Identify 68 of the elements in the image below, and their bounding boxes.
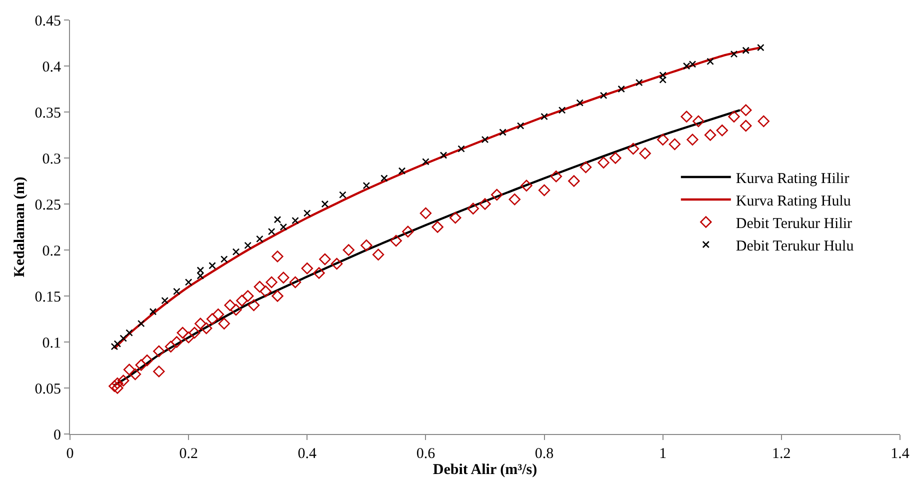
point xyxy=(339,191,346,198)
point xyxy=(540,112,548,120)
point xyxy=(635,78,643,86)
point xyxy=(757,44,764,52)
point xyxy=(137,320,145,328)
y-axis-title: Kedalaman (m) xyxy=(12,176,28,278)
legend-label: Debit Terukur Hilir xyxy=(736,216,852,232)
point xyxy=(516,122,524,130)
point xyxy=(256,235,264,243)
point xyxy=(274,216,282,224)
point xyxy=(481,136,489,144)
point xyxy=(558,106,566,114)
x-tick-label: 1.2 xyxy=(772,446,791,462)
point xyxy=(184,278,192,286)
x-tick-label: 0 xyxy=(66,446,74,462)
point xyxy=(303,210,311,217)
point xyxy=(244,242,252,250)
point xyxy=(730,50,738,58)
point xyxy=(280,223,288,231)
point xyxy=(458,145,465,152)
x-tick-label: 0.8 xyxy=(534,446,554,462)
point xyxy=(398,167,406,175)
y-tick-label: 0.05 xyxy=(34,381,61,398)
point xyxy=(149,308,157,316)
x-tick-label: 1 xyxy=(659,446,667,462)
y-tick-label: 0.1 xyxy=(42,335,61,352)
point xyxy=(576,99,584,106)
point xyxy=(380,174,388,182)
point xyxy=(161,296,169,304)
point xyxy=(232,248,240,256)
x-tick-label: 0.6 xyxy=(416,446,436,462)
point xyxy=(321,200,329,208)
point xyxy=(196,272,204,280)
x-tick-label: 0.2 xyxy=(179,446,198,462)
x-tick-label: 0.4 xyxy=(298,446,318,462)
point xyxy=(208,262,216,270)
point xyxy=(659,76,667,84)
point xyxy=(706,58,714,66)
point xyxy=(292,216,299,224)
y-tick-label: 0.2 xyxy=(42,243,61,260)
legend-label: Kurva Rating Hulu xyxy=(736,193,852,210)
y-tick-label: 0.3 xyxy=(42,151,61,168)
legend-label: Debit Terukur Hulu xyxy=(736,238,854,254)
y-tick-label: 0 xyxy=(54,427,61,444)
point xyxy=(618,85,626,93)
point xyxy=(440,152,448,159)
x-tick-label: 1.4 xyxy=(890,446,910,462)
y-tick-label: 0.4 xyxy=(42,59,62,76)
point xyxy=(120,334,128,342)
point xyxy=(268,228,276,236)
legend-label: Kurva Rating Hilir xyxy=(736,170,850,187)
x-axis-title: Debit Alir (m³/s) xyxy=(432,462,538,478)
y-tick-label: 0.45 xyxy=(34,13,61,30)
point xyxy=(659,72,667,79)
point xyxy=(742,46,750,54)
point xyxy=(600,92,608,100)
point xyxy=(362,182,370,190)
point xyxy=(422,158,430,166)
y-tick-label: 0.15 xyxy=(34,289,61,306)
point xyxy=(114,340,122,348)
point xyxy=(110,342,118,350)
y-tick-label: 0.25 xyxy=(34,197,61,214)
y-tick-label: 0.35 xyxy=(34,105,61,122)
point xyxy=(220,256,228,263)
point xyxy=(126,329,133,336)
point xyxy=(196,266,204,274)
point xyxy=(173,288,180,296)
point xyxy=(499,128,506,136)
